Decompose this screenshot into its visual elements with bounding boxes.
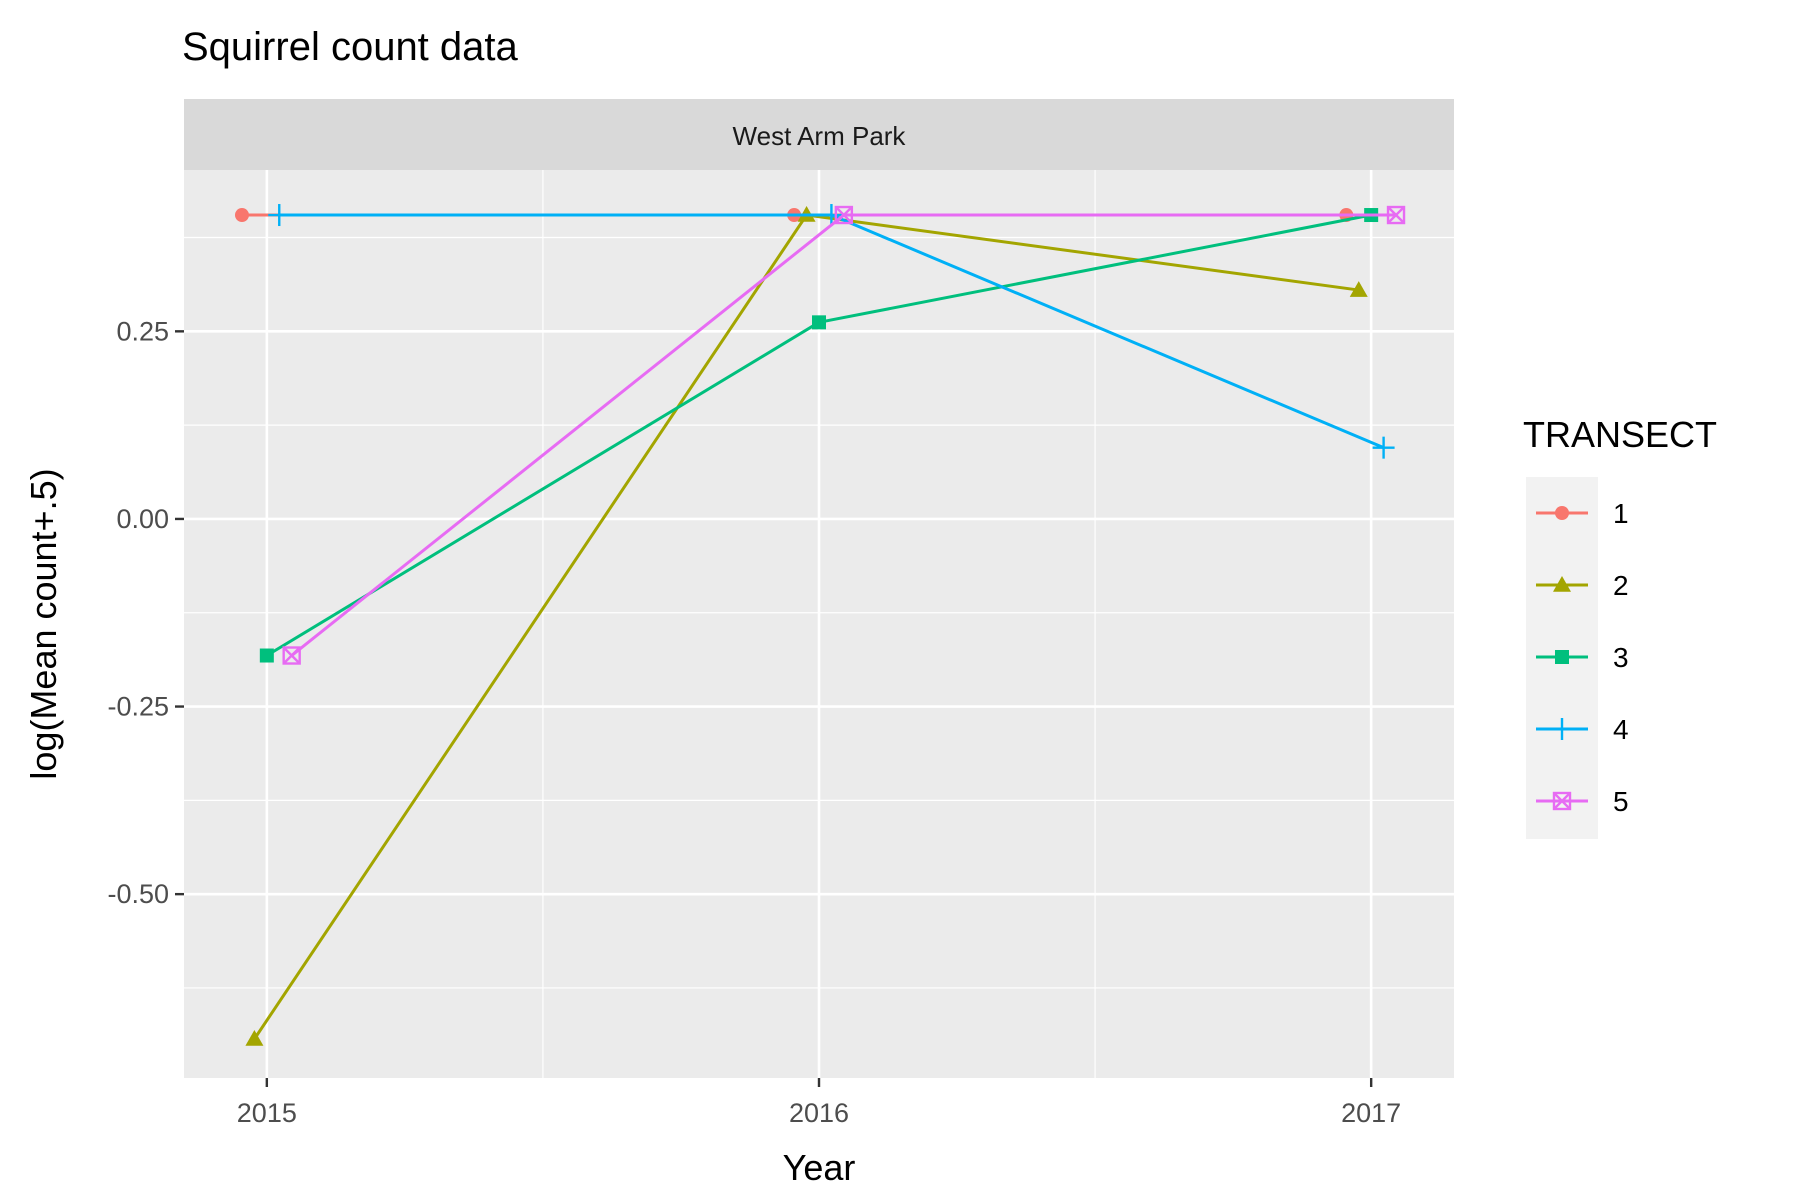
y-axis-label: log(Mean count+.5)	[23, 468, 64, 779]
facet-strip	[184, 99, 1454, 170]
square-outline	[282, 646, 301, 665]
legend-item-label: 2	[1613, 570, 1629, 601]
series-3	[259, 208, 1379, 663]
data-point	[1349, 281, 1368, 297]
legend-item-1: 1	[1536, 498, 1629, 529]
square-outline	[834, 205, 854, 225]
series-5	[282, 205, 1406, 665]
data-point	[1372, 436, 1395, 459]
legend-item-label: 3	[1613, 642, 1629, 673]
legend-item-3: 3	[1536, 642, 1629, 673]
legend-item-2: 2	[1536, 570, 1629, 601]
x-tick-label: 2017	[1341, 1098, 1401, 1128]
legend: TRANSECT 1 2 3 4 5	[1523, 414, 1717, 839]
axes: -0.50 -0.25 0.00 0.25 2015 2016 2017	[107, 316, 1401, 1128]
data-point	[268, 204, 291, 227]
data-point	[259, 648, 274, 663]
legend-title: TRANSECT	[1523, 414, 1717, 455]
y-tick-label: -0.50	[107, 879, 169, 909]
legend-item-5: 5	[1536, 786, 1629, 817]
data-point	[282, 646, 301, 665]
y-tick-label: 0.00	[116, 504, 169, 534]
square-outline	[1552, 791, 1572, 811]
cross-b	[1553, 792, 1571, 810]
chart-title: Squirrel count data	[182, 25, 519, 69]
facet-label: West Arm Park	[733, 121, 907, 151]
legend-key-marker	[1553, 576, 1571, 592]
cross-b	[282, 646, 301, 665]
legend-key-marker	[1555, 650, 1569, 664]
legend-item-4: 4	[1536, 714, 1629, 745]
data-point	[820, 204, 843, 227]
x-tick-label: 2015	[237, 1098, 297, 1128]
legend-item-label: 4	[1613, 714, 1629, 745]
legend-key-marker	[1551, 718, 1573, 740]
legend-item-label: 1	[1613, 498, 1629, 529]
series-layer	[234, 204, 1406, 1046]
series-4	[268, 204, 1395, 459]
data-point	[812, 315, 826, 330]
data-point	[234, 208, 249, 223]
cross-b	[834, 206, 853, 224]
cross-b	[1387, 206, 1405, 224]
legend-item-label: 5	[1613, 786, 1629, 817]
legend-key-marker	[1552, 791, 1572, 811]
y-tick-label: 0.25	[116, 316, 169, 346]
square-outline	[1386, 205, 1406, 225]
x-axis-label: Year	[783, 1147, 856, 1188]
data-point	[834, 205, 854, 225]
data-point	[1386, 205, 1406, 225]
data-point	[245, 1029, 264, 1046]
x-tick-label: 2016	[789, 1098, 849, 1128]
legend-key-marker	[1555, 506, 1569, 520]
y-tick-label: -0.25	[107, 692, 169, 722]
